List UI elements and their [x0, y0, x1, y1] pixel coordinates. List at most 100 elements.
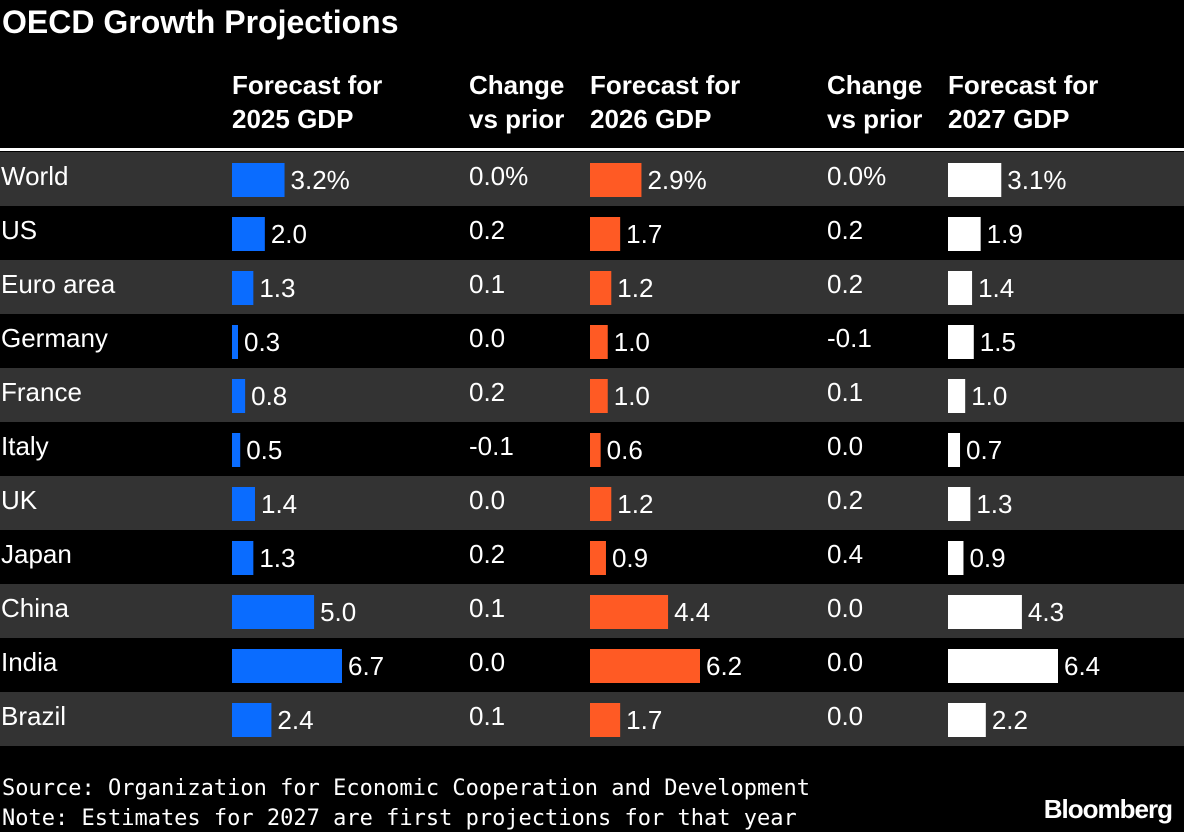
cell-text: -0.1: [827, 323, 872, 353]
cell-text: 0.0: [469, 647, 505, 677]
note: Note: Estimates for 2027 are first proje…: [2, 806, 797, 831]
bar: [948, 487, 971, 521]
value-label: 1.3: [976, 489, 1012, 519]
column-header: 2025 GDP: [232, 104, 353, 134]
bar: [232, 379, 246, 413]
column-header: Forecast for: [948, 70, 1098, 100]
row-label: France: [1, 377, 82, 407]
row-label: Japan: [1, 539, 72, 569]
value-label: 1.2: [617, 489, 653, 519]
cell-text: 0.0: [469, 323, 505, 353]
value-label: 5.0: [320, 597, 356, 627]
value-label: 2.2: [992, 705, 1028, 735]
cell-text: 0.0: [469, 485, 505, 515]
row-label: Brazil: [1, 701, 66, 731]
value-label: 1.0: [971, 381, 1007, 411]
value-label: 1.3: [259, 273, 295, 303]
header-rule: [0, 148, 1184, 151]
bar: [590, 433, 601, 467]
cell-text: 0.0: [827, 431, 863, 461]
column-header: vs prior: [827, 104, 922, 134]
column-header: Change: [827, 70, 922, 100]
bar: [948, 649, 1058, 683]
column-header: 2026 GDP: [590, 104, 711, 134]
bar: [232, 217, 265, 251]
cell-text: 0.2: [469, 539, 505, 569]
bar: [232, 703, 272, 737]
value-label: 6.2: [706, 651, 742, 681]
cell-text: 0.2: [827, 269, 863, 299]
value-label: 4.4: [674, 597, 710, 627]
cell-text: 0.4: [827, 539, 863, 569]
bar: [948, 217, 981, 251]
value-label: 0.6: [607, 435, 643, 465]
value-label: 1.3: [259, 543, 295, 573]
value-label: 1.2: [617, 273, 653, 303]
cell-text: 0.0%: [469, 161, 528, 191]
value-label: 1.9: [987, 219, 1023, 249]
bar: [948, 595, 1022, 629]
bar: [590, 595, 669, 629]
bar: [232, 595, 315, 629]
row-label: India: [1, 647, 58, 677]
bar: [590, 487, 612, 521]
bar: [590, 163, 642, 197]
value-label: 0.7: [966, 435, 1002, 465]
bar: [590, 325, 608, 359]
value-label: 1.7: [626, 705, 662, 735]
chart-title: OECD Growth Projections: [2, 4, 398, 40]
value-label: 0.9: [969, 543, 1005, 573]
bar: [590, 703, 621, 737]
bar: [232, 271, 254, 305]
value-label: 2.4: [277, 705, 313, 735]
value-label: 6.7: [348, 651, 384, 681]
value-label: 1.7: [626, 219, 662, 249]
bar: [948, 163, 1002, 197]
value-label: 1.4: [978, 273, 1014, 303]
brand: Bloomberg: [1044, 794, 1172, 824]
row-label: Germany: [1, 323, 108, 353]
cell-text: -0.1: [469, 431, 514, 461]
cell-text: 0.1: [469, 269, 505, 299]
value-label: 2.0: [271, 219, 307, 249]
row-label: World: [1, 161, 68, 191]
bar: [948, 541, 964, 575]
cell-text: 0.0: [827, 593, 863, 623]
bar: [232, 487, 255, 521]
bar: [590, 379, 608, 413]
cell-text: 0.2: [469, 215, 505, 245]
bar: [948, 325, 974, 359]
value-label: 0.5: [246, 435, 282, 465]
cell-text: 0.0%: [827, 161, 886, 191]
bar: [232, 433, 241, 467]
value-label: 1.4: [261, 489, 297, 519]
bar: [590, 541, 606, 575]
bar: [232, 649, 342, 683]
source-note: Source: Organization for Economic Cooper…: [2, 776, 810, 801]
cell-text: 0.1: [827, 377, 863, 407]
bar: [232, 325, 238, 359]
bar: [232, 163, 285, 197]
cell-text: 0.2: [827, 215, 863, 245]
value-label: 1.5: [980, 327, 1016, 357]
value-label: 4.3: [1028, 597, 1064, 627]
cell-text: 0.0: [827, 701, 863, 731]
bar: [948, 379, 966, 413]
value-label: 6.4: [1064, 651, 1100, 681]
bar: [948, 271, 973, 305]
column-header: Forecast for: [590, 70, 740, 100]
value-label: 0.9: [612, 543, 648, 573]
row-label: China: [1, 593, 69, 623]
value-label: 1.0: [614, 327, 650, 357]
value-label: 3.1%: [1007, 165, 1066, 195]
row-label: Italy: [1, 431, 49, 461]
row-label: UK: [1, 485, 38, 515]
row-label: US: [1, 215, 37, 245]
bar: [590, 649, 700, 683]
row-label: Euro area: [1, 269, 116, 299]
value-label: 0.8: [251, 381, 287, 411]
column-header: Forecast for: [232, 70, 382, 100]
cell-text: 0.2: [827, 485, 863, 515]
